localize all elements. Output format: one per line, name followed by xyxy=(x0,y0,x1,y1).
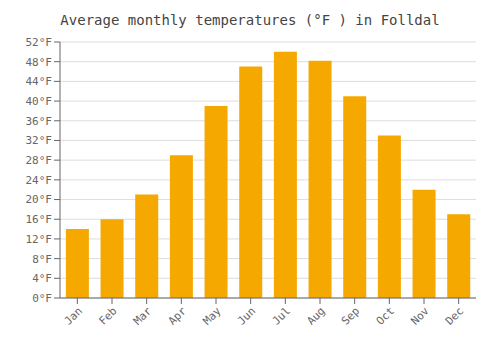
svg-text:32°F: 32°F xyxy=(26,134,53,147)
svg-text:36°F: 36°F xyxy=(26,115,53,128)
svg-text:Jan: Jan xyxy=(62,304,85,327)
svg-text:16°F: 16°F xyxy=(26,213,53,226)
svg-text:May: May xyxy=(200,304,224,328)
svg-text:24°F: 24°F xyxy=(26,174,53,187)
svg-text:Sep: Sep xyxy=(339,304,362,327)
svg-text:20°F: 20°F xyxy=(26,193,53,206)
svg-text:52°F: 52°F xyxy=(26,36,53,49)
svg-text:8°F: 8°F xyxy=(32,253,52,266)
svg-text:Apr: Apr xyxy=(166,304,190,328)
svg-text:Nov: Nov xyxy=(408,304,432,328)
html-text:Average monthly temperatures (: Average monthly temperatures (°F ) in Fo… xyxy=(60,12,440,28)
svg-text:0°F: 0°F xyxy=(32,292,52,305)
svg-text:Oct: Oct xyxy=(374,304,397,327)
svg-text:Dec: Dec xyxy=(443,304,466,327)
svg-text:Feb: Feb xyxy=(96,304,119,327)
svg-text:Jun: Jun xyxy=(235,304,258,327)
svg-text:Mar: Mar xyxy=(131,304,155,328)
svg-text:40°F: 40°F xyxy=(26,95,53,108)
svg-text:Aug: Aug xyxy=(304,304,327,327)
svg-text:4°F: 4°F xyxy=(32,272,52,285)
svg-text:44°F: 44°F xyxy=(26,75,53,88)
svg-text:12°F: 12°F xyxy=(26,233,53,246)
svg-text:Jul: Jul xyxy=(270,304,293,327)
svg-text:28°F: 28°F xyxy=(26,154,53,167)
svg-text:48°F: 48°F xyxy=(26,56,53,69)
